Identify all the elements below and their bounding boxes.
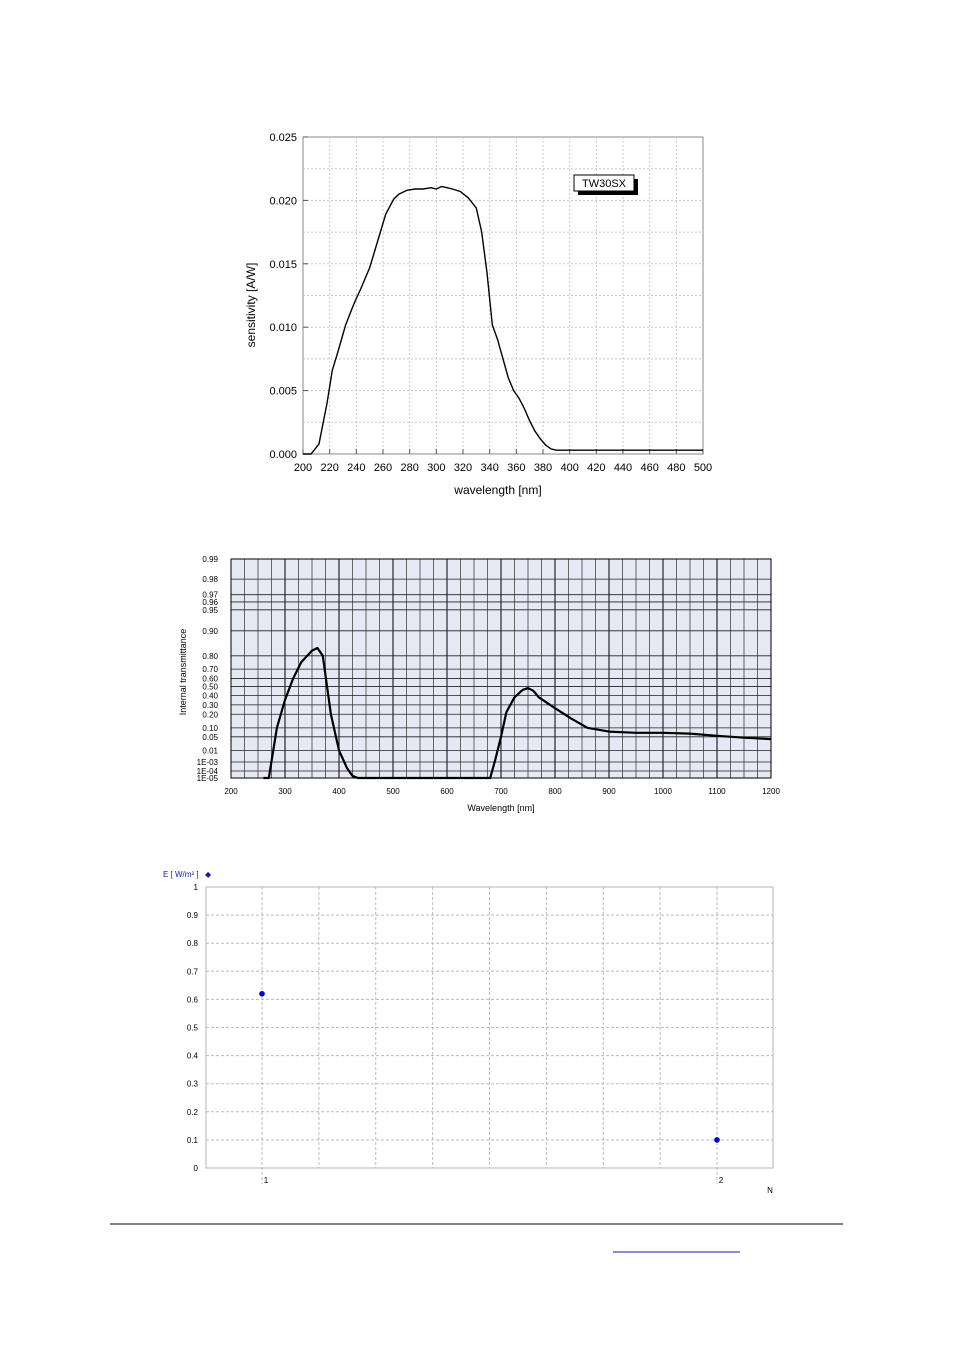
x-tick-label: 340	[480, 462, 498, 474]
series-line-tw30sx	[303, 185, 703, 455]
tick-labels: 0.99 0.98 0.970.960.95 0.90 0.80 0.700.600.50…	[197, 555, 781, 796]
y-tick-label: 0.80	[202, 652, 218, 661]
y-tick-label: 0.005	[269, 386, 297, 398]
plot-border	[230, 558, 772, 779]
x-tick-label: 460	[640, 462, 658, 474]
x-tick-label: 2	[719, 1176, 724, 1185]
x-tick-label: 380	[534, 462, 552, 474]
y-tick-label: 1	[194, 883, 199, 892]
x-tick-label: 480	[667, 462, 685, 474]
data-points	[259, 990, 720, 1143]
y-tick-label: 1E-04	[197, 767, 219, 776]
y-tick-label: 0	[194, 1164, 199, 1173]
y-tick-label: 0.015	[269, 259, 297, 271]
y-tick-label: 0.000	[269, 449, 297, 461]
y-tick-label: 0.020	[269, 195, 297, 207]
irradiance-chart: 0 0.1 0.2 0.3 0.4 0.5 0.6 0.7 0.8 0.9 1 1 2 E [ W/m²…	[163, 870, 774, 1195]
sensitivity-chart: 200 220 240 260 280 300 320 340 360 380 400 420 440 4…	[244, 132, 712, 497]
x-tick-label: 220	[320, 462, 338, 474]
y-tick-label: 0.3	[187, 1080, 199, 1089]
x-tick-label: 420	[587, 462, 605, 474]
grid	[206, 887, 773, 1184]
y-tick-label: 0.4	[187, 1052, 199, 1061]
y-tick-label: 0.7	[187, 967, 199, 976]
tick-labels: 200 220 240 260 280 300 320 340 360 380 400 420 440 4…	[269, 132, 712, 474]
y-tick-label: 1E-05	[197, 774, 219, 783]
x-tick-label: 900	[602, 787, 616, 796]
y-tick-label: 0.6	[187, 995, 199, 1004]
x-tick-label: 200	[294, 462, 312, 474]
x-tick-label: 1000	[654, 787, 672, 796]
legend-label: TW30SX	[582, 178, 627, 190]
y-tick-label: 0.010	[269, 322, 297, 334]
y-tick-label: 0.97	[202, 591, 218, 600]
y-tick-label: 0.2	[187, 1108, 199, 1117]
x-tick-label: 1100	[708, 787, 726, 796]
x-tick-label: 240	[347, 462, 365, 474]
y-tick-label: 0.30	[202, 701, 218, 710]
x-tick-label: 800	[548, 787, 562, 796]
grid	[231, 558, 771, 779]
legend: TW30SX	[573, 174, 638, 195]
x-tick-label: 1	[264, 1176, 269, 1185]
data-point	[714, 1137, 720, 1143]
x-tick-label: 320	[454, 462, 472, 474]
x-tick-label: 360	[507, 462, 525, 474]
y-tick-label: 0.70	[202, 665, 218, 674]
y-tick-label: 0.96	[202, 598, 218, 607]
y-tick-label: 0.99	[202, 555, 218, 564]
y-tick-label: 0.5	[187, 1024, 199, 1033]
x-tick-label: 1200	[762, 787, 780, 796]
y-axis-label: E [ W/m² ]	[163, 870, 199, 879]
y-tick-label: 0.01	[202, 746, 218, 755]
y-tick-label: 0.9	[187, 911, 199, 920]
y-tick-label: 0.20	[202, 710, 218, 719]
x-tick-label: 500	[694, 462, 712, 474]
y-tick-label: 0.98	[202, 575, 218, 584]
y-tick-label: 0.8	[187, 939, 199, 948]
legend-box	[573, 174, 635, 192]
y-tick-label: 0.025	[269, 132, 297, 144]
y-axis-marker: ◆	[205, 870, 212, 879]
x-axis-label: N	[767, 1186, 773, 1195]
y-axis-label: sensitivity [A/W]	[244, 263, 258, 348]
x-tick-label: 440	[614, 462, 632, 474]
y-tick-label: 0.95	[202, 606, 218, 615]
y-tick-label: 1E-03	[197, 758, 219, 767]
tick-labels: 0 0.1 0.2 0.3 0.4 0.5 0.6 0.7 0.8 0.9 1 1 2	[187, 883, 724, 1185]
x-tick-label: 400	[332, 787, 346, 796]
x-tick-label: 300	[278, 787, 292, 796]
series-line-transmittance	[263, 646, 772, 780]
x-tick-label: 260	[374, 462, 392, 474]
y-tick-label: 0.1	[187, 1136, 199, 1145]
x-tick-label: 500	[386, 787, 400, 796]
x-tick-label: 600	[440, 787, 454, 796]
data-point	[259, 990, 265, 997]
x-tick-label: 200	[224, 787, 238, 796]
y-tick-label: 0.90	[202, 627, 218, 636]
y-tick-label: 0.05	[202, 733, 218, 742]
y-tick-label: 0.50	[202, 682, 218, 691]
y-tick-label: 0.10	[202, 724, 218, 733]
x-tick-label: 280	[400, 462, 418, 474]
x-axis-label: wavelength [nm]	[453, 483, 541, 497]
x-axis-label: Wavelength [nm]	[467, 803, 534, 813]
x-tick-label: 700	[494, 787, 508, 796]
transmittance-chart: 0.99 0.98 0.970.960.95 0.90 0.80 0.700.600.50…	[178, 555, 780, 813]
y-tick-label: 0.40	[202, 692, 218, 701]
y-tick-label: 0.60	[202, 675, 218, 684]
x-tick-label: 300	[427, 462, 445, 474]
x-tick-label: 400	[560, 462, 578, 474]
y-axis-label: Internal transmittance	[178, 629, 188, 716]
